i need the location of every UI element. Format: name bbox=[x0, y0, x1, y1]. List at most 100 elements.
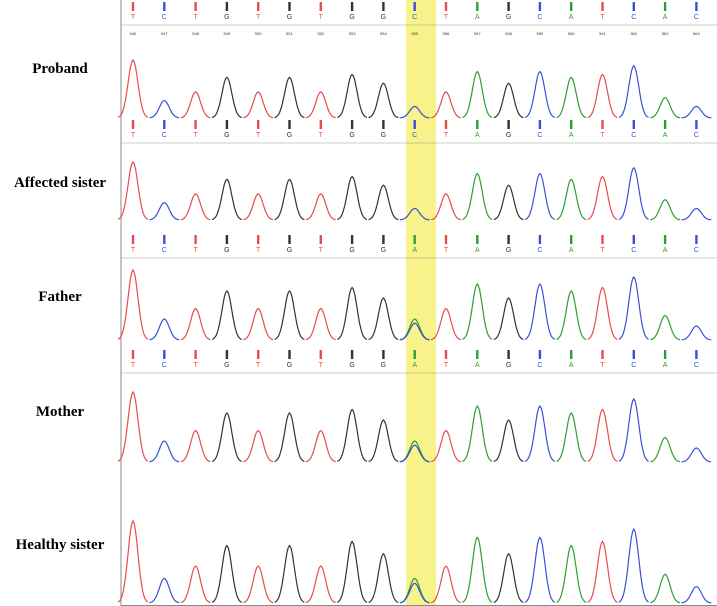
base-call-letter: C bbox=[631, 132, 636, 139]
base-call-letter: G bbox=[381, 14, 386, 21]
quality-tick bbox=[444, 120, 448, 129]
position-number: 554 bbox=[380, 31, 387, 36]
base-call-letter: C bbox=[631, 247, 636, 254]
quality-tick bbox=[319, 120, 322, 129]
variant-highlight-band bbox=[406, 0, 436, 606]
base-call-letter: G bbox=[287, 132, 292, 139]
quality-tick bbox=[350, 350, 354, 359]
quality-tick bbox=[476, 235, 479, 244]
base-call-letter: G bbox=[506, 14, 511, 21]
quality-tick bbox=[695, 235, 698, 244]
base-call-letter: T bbox=[131, 132, 136, 139]
base-call-letter: G bbox=[349, 362, 354, 369]
sample-label-proband: Proband bbox=[32, 61, 88, 77]
base-call-letter: C bbox=[631, 14, 636, 21]
quality-tick bbox=[163, 120, 166, 129]
base-call-letter: G bbox=[224, 14, 229, 21]
quality-tick bbox=[319, 235, 322, 244]
trace-t bbox=[117, 160, 618, 221]
base-call-letter: A bbox=[475, 247, 480, 254]
trace-a bbox=[399, 536, 681, 604]
quality-tick bbox=[131, 350, 135, 359]
base-call-letter: A bbox=[569, 247, 574, 254]
quality-tick bbox=[444, 2, 448, 11]
quality-tick bbox=[382, 350, 385, 359]
quality-tick bbox=[288, 350, 291, 359]
base-call-letter: T bbox=[256, 362, 261, 369]
position-number: 558 bbox=[505, 31, 512, 36]
base-call-letter: T bbox=[319, 362, 324, 369]
quality-tick bbox=[663, 235, 667, 244]
trace-c bbox=[149, 64, 712, 119]
base-call-letter: C bbox=[694, 247, 699, 254]
quality-tick bbox=[350, 235, 354, 244]
quality-tick bbox=[663, 120, 667, 129]
quality-tick bbox=[538, 2, 542, 11]
base-call-letter: A bbox=[475, 132, 480, 139]
base-call-letter: G bbox=[506, 132, 511, 139]
quality-tick bbox=[194, 2, 197, 11]
position-number: 551 bbox=[286, 31, 293, 36]
quality-tick bbox=[632, 2, 635, 11]
base-call-letter: G bbox=[381, 247, 386, 254]
quality-tick bbox=[570, 235, 573, 244]
quality-tick bbox=[632, 120, 635, 129]
base-call-letter: T bbox=[600, 247, 605, 254]
quality-tick bbox=[601, 2, 604, 11]
base-call-letter: G bbox=[349, 132, 354, 139]
quality-tick bbox=[350, 120, 354, 129]
base-call-letter: T bbox=[193, 247, 198, 254]
base-call-letter: T bbox=[256, 14, 261, 21]
base-call-letter: G bbox=[349, 14, 354, 21]
quality-tick bbox=[194, 350, 197, 359]
sample-label-mother: Mother bbox=[35, 404, 85, 420]
quality-tick bbox=[319, 2, 322, 11]
quality-tick bbox=[476, 350, 479, 359]
quality-tick bbox=[382, 235, 385, 244]
trace-c bbox=[149, 275, 712, 341]
quality-tick bbox=[413, 2, 416, 11]
trace-t bbox=[117, 268, 618, 341]
quality-tick bbox=[663, 2, 667, 11]
base-call-letter: C bbox=[694, 14, 699, 21]
quality-tick bbox=[257, 2, 260, 11]
position-number: 550 bbox=[255, 31, 262, 36]
base-call-letter: T bbox=[444, 362, 449, 369]
quality-tick bbox=[194, 120, 197, 129]
base-call-letter: C bbox=[537, 362, 542, 369]
quality-tick bbox=[601, 120, 604, 129]
sample-label-healthy-sister: Healthy sister bbox=[15, 537, 105, 553]
quality-tick bbox=[695, 120, 698, 129]
quality-tick bbox=[163, 350, 166, 359]
base-call-letter: C bbox=[162, 362, 167, 369]
base-call-letter: C bbox=[537, 132, 542, 139]
base-call-letter: G bbox=[349, 247, 354, 254]
base-call-letter: A bbox=[569, 362, 574, 369]
quality-tick bbox=[570, 2, 573, 11]
sample-label-father: Father bbox=[38, 289, 82, 305]
quality-tick bbox=[695, 2, 698, 11]
quality-tick bbox=[131, 2, 135, 11]
base-call-letter: A bbox=[663, 14, 668, 21]
quality-tick bbox=[288, 120, 291, 129]
quality-tick bbox=[570, 120, 573, 129]
trace-a bbox=[399, 404, 681, 463]
base-call-letter: C bbox=[537, 14, 542, 21]
quality-tick bbox=[288, 235, 291, 244]
quality-tick bbox=[476, 120, 479, 129]
quality-tick bbox=[632, 350, 635, 359]
base-call-letter: G bbox=[506, 362, 511, 369]
position-number: 563 bbox=[662, 31, 669, 36]
base-call-letter: T bbox=[193, 14, 198, 21]
position-number: 546 bbox=[130, 31, 137, 36]
quality-tick bbox=[225, 350, 229, 359]
quality-tick bbox=[570, 350, 573, 359]
base-call-letter: C bbox=[412, 14, 417, 21]
base-call-letter: G bbox=[224, 362, 229, 369]
trace-g bbox=[211, 540, 524, 604]
base-call-letter: C bbox=[162, 132, 167, 139]
quality-tick bbox=[538, 350, 542, 359]
base-call-letter: G bbox=[287, 362, 292, 369]
quality-tick bbox=[601, 235, 604, 244]
quality-tick bbox=[444, 235, 448, 244]
